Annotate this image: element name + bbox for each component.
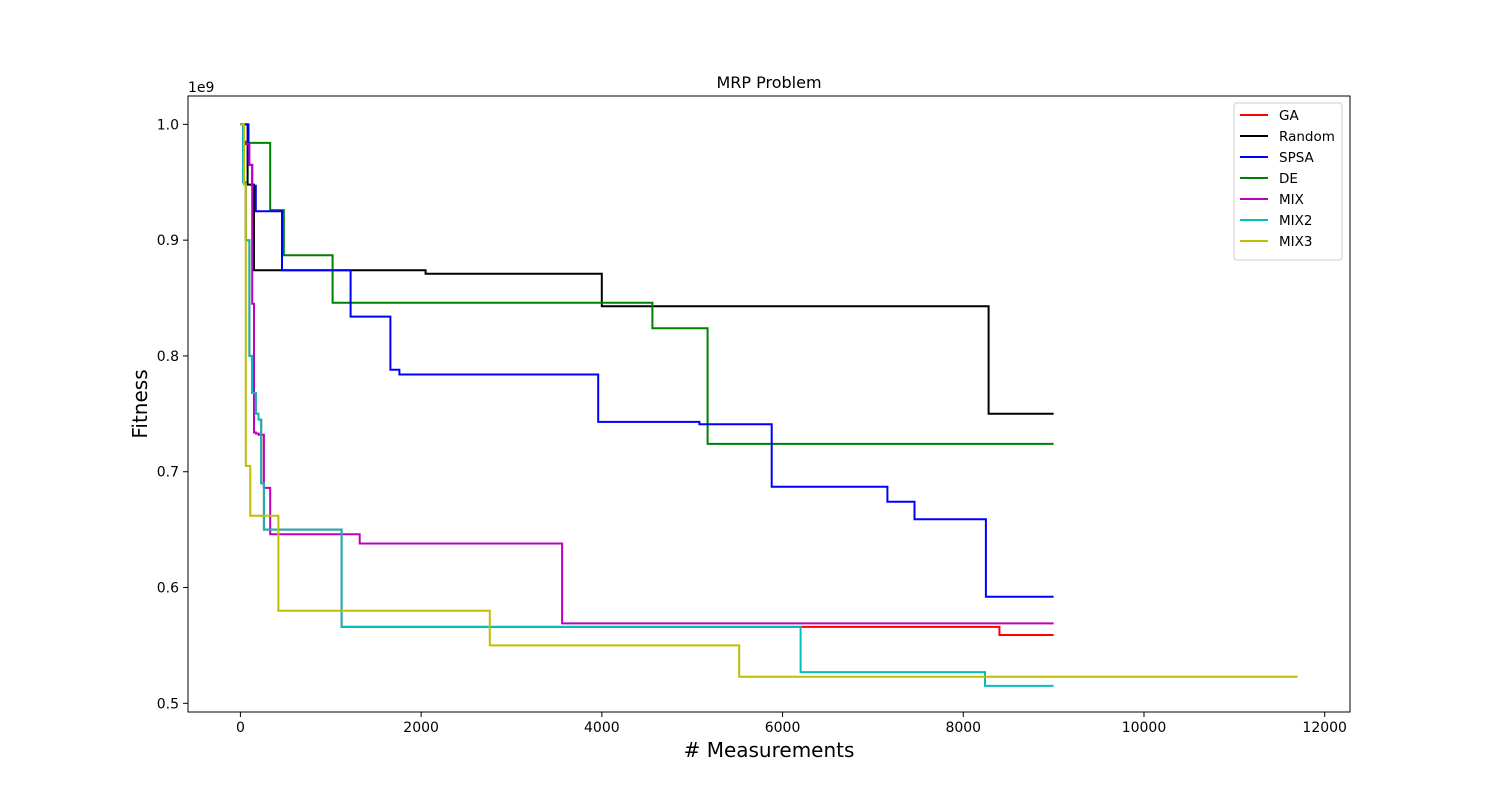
y-axis-label: Fitness: [128, 369, 152, 438]
y-tick-label: 0.6: [157, 581, 179, 597]
y-tick-label: 0.8: [157, 349, 179, 365]
x-tick-label: 4000: [584, 720, 620, 736]
y-tick-label: 0.5: [157, 696, 179, 712]
chart-title: MRP Problem: [716, 73, 821, 92]
y-tick-label: 0.9: [157, 233, 179, 249]
x-tick-label: 12000: [1302, 720, 1347, 736]
legend-label-mix3: MIX3: [1279, 234, 1312, 250]
y-axis-ticks: 0.5 0.6 0.7 0.8 0.9 1.0: [157, 117, 188, 712]
y-tick-label: 0.7: [157, 465, 179, 481]
series-line-spsa: [240, 123, 1054, 598]
x-axis-label: # Measurements: [684, 738, 855, 762]
legend-label-ga: GA: [1279, 108, 1299, 124]
legend-label-spsa: SPSA: [1279, 150, 1315, 166]
x-axis-ticks: 0 2000 4000 6000 8000 10000 12000: [236, 712, 1347, 736]
legend-label-mix2: MIX2: [1279, 213, 1312, 229]
x-tick-label: 10000: [1122, 720, 1167, 736]
series-line-mix: [240, 123, 1054, 625]
x-tick-label: 6000: [765, 720, 801, 736]
legend: GA Random SPSA DE MIX MIX2 MIX3: [1233, 102, 1343, 261]
legend-label-mix: MIX: [1279, 192, 1304, 208]
series-line-mix3: [240, 123, 1298, 678]
legend-label-random: Random: [1279, 129, 1335, 145]
plot-frame: [187, 95, 1351, 713]
plot-lines: [240, 123, 1298, 687]
legend-label-de: DE: [1279, 171, 1298, 187]
x-tick-label: 2000: [403, 720, 439, 736]
series-line-random: [240, 123, 1054, 415]
x-tick-label: 0: [236, 720, 245, 736]
x-tick-label: 8000: [945, 720, 981, 736]
y-tick-label: 1.0: [157, 117, 179, 133]
y-axis-offset-text: 1e9: [188, 80, 214, 96]
